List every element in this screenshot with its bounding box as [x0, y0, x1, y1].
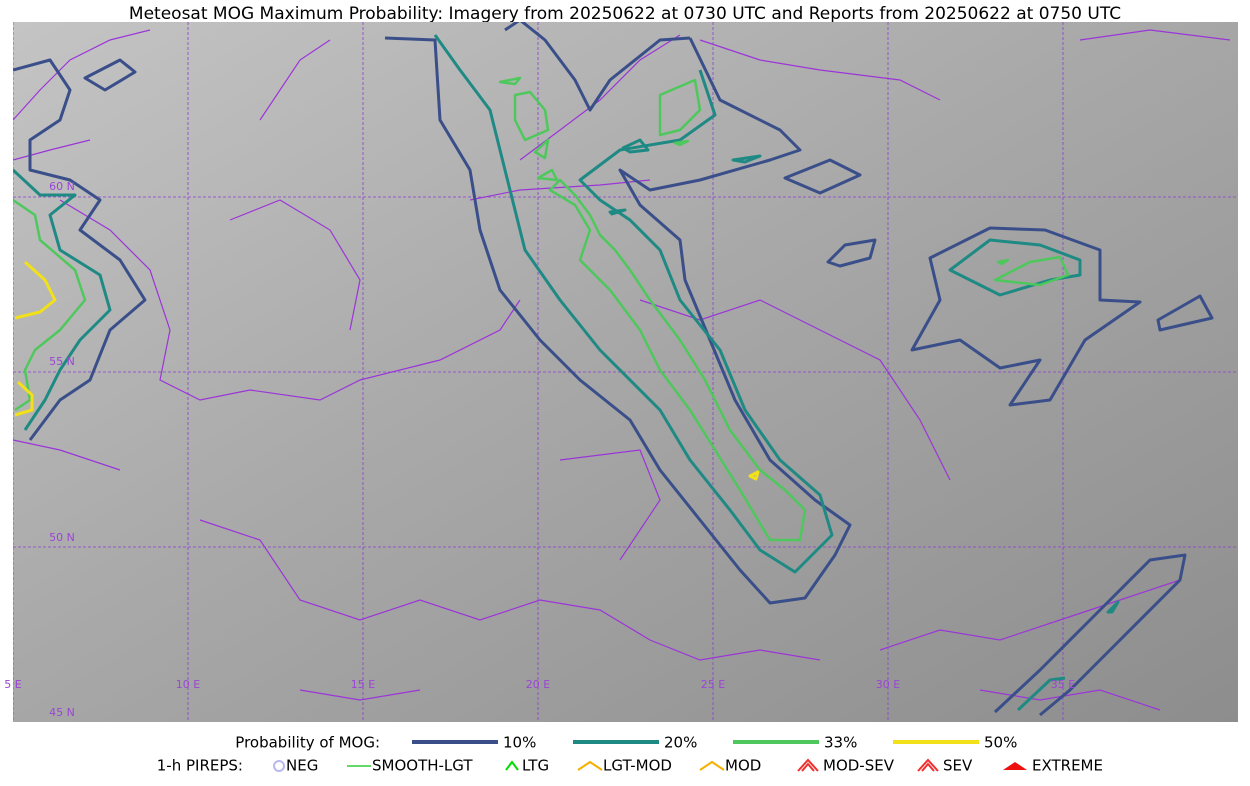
lat-label: 45 N	[49, 706, 75, 719]
lat-label: 60 N	[49, 180, 75, 193]
contour-10	[13, 58, 147, 441]
legend-label: LGT-MOD	[603, 757, 672, 775]
contour-20	[13, 168, 112, 431]
legend-title: Probability of MOG:	[235, 734, 380, 752]
contour-20	[948, 238, 1082, 297]
legend-label: SMOOTH-LGT	[372, 757, 473, 775]
lat-label: 50 N	[49, 531, 75, 544]
legend-label: 33%	[824, 734, 857, 752]
lon-label: 5 E	[4, 678, 21, 691]
contour-20	[608, 138, 1120, 712]
legend-label: 50%	[984, 734, 1017, 752]
contour-10	[910, 226, 1214, 407]
map-layers	[13, 22, 1238, 722]
lat-labels: 60 N 55 N 50 N 45 N	[49, 180, 75, 719]
legend-symbol	[699, 760, 725, 771]
lon-label: 15 E	[351, 678, 375, 691]
lat-label: 55 N	[49, 355, 75, 368]
legend-label: LTG	[522, 757, 549, 775]
legend-label: MOD	[725, 757, 761, 775]
legend-label: 10%	[503, 734, 536, 752]
legend-title: 1-h PIREPS:	[157, 757, 243, 775]
contour-33	[13, 198, 87, 412]
contour-33	[548, 178, 807, 542]
legend-symbol	[797, 758, 819, 772]
contour-33	[498, 76, 559, 182]
legend-label: 20%	[664, 734, 697, 752]
legend: 10% 20% 33% 50% NEG SMOOTH-LGT LTG LGT-MOD MOD MO…	[273, 734, 1103, 775]
lon-label: 25 E	[701, 678, 725, 691]
contour-10	[384, 36, 852, 605]
contour-33	[658, 78, 702, 147]
contour-50	[14, 260, 760, 481]
mog-contours	[13, 22, 1214, 717]
lon-label: 10 E	[176, 678, 200, 691]
legend-symbol	[577, 760, 603, 771]
coastline	[13, 29, 1231, 711]
lon-labels: 5 E 10 E 15 E 20 E 25 E 30 E 35 E	[4, 678, 1075, 691]
contour-10	[504, 22, 691, 112]
mog-contours	[14, 260, 760, 481]
lon-label: 20 E	[526, 678, 550, 691]
title: Meteosat MOG Maximum Probability: Imager…	[129, 4, 1121, 24]
legend-label: MOD-SEV	[823, 757, 895, 775]
mog-contours	[13, 76, 1070, 542]
contour-10	[993, 553, 1187, 717]
contour-10	[783, 158, 877, 268]
graticule	[13, 22, 1238, 722]
lon-label: 35 E	[1051, 678, 1075, 691]
lon-label: 30 E	[876, 678, 900, 691]
legend-label: EXTREME	[1032, 757, 1103, 775]
legend-label: SEV	[943, 757, 973, 775]
contour-20	[433, 34, 834, 574]
legend-symbol	[273, 760, 285, 772]
legend-label: NEG	[286, 757, 318, 775]
contour-33	[993, 255, 1070, 287]
legend-symbol	[505, 760, 519, 771]
legend-symbol	[1003, 762, 1027, 770]
contour-10	[83, 58, 137, 92]
legend-symbol	[917, 758, 939, 772]
mog-contours	[13, 34, 1120, 712]
